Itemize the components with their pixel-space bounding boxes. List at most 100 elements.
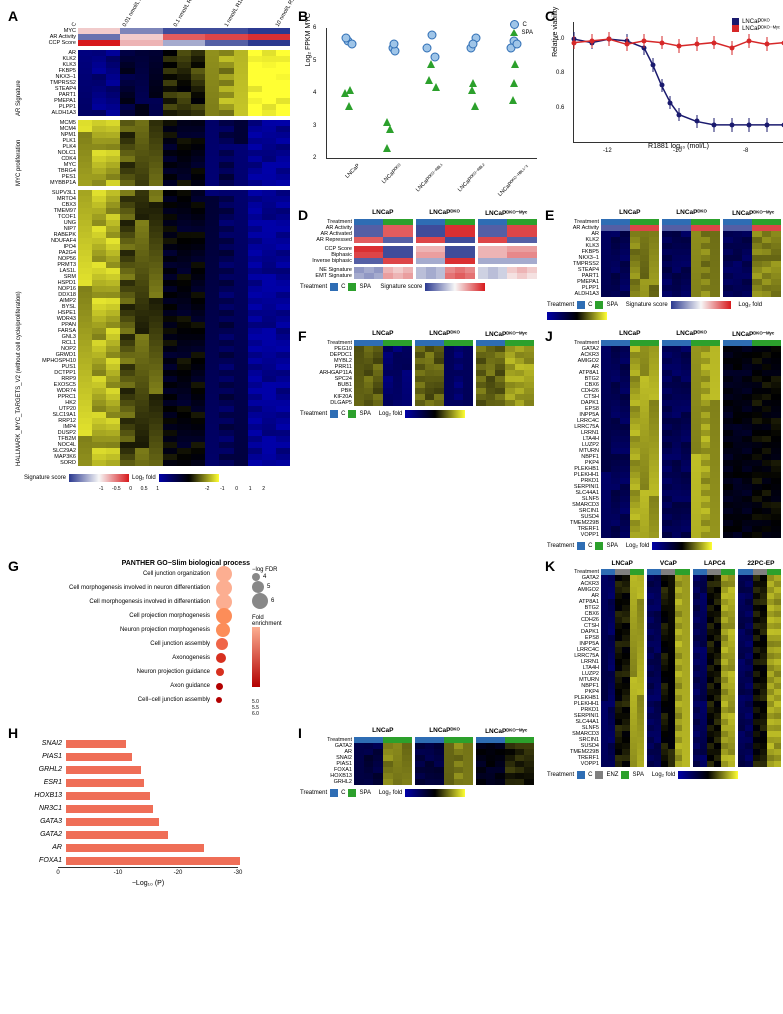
- C-legend: LNCaPᴰᴷᴼLNCaPᴰᴷᴼ⁻ᴹʸᶜ: [732, 18, 780, 32]
- panel-C: C Relative viability -12-10-80.60.81.0 R…: [547, 10, 783, 199]
- panel-G: G PANTHER GO−Slim biological process Cel…: [10, 560, 537, 717]
- swatch-c2: [577, 301, 585, 309]
- swatch-spa: [348, 283, 356, 291]
- G-title: PANTHER GO−Slim biological process: [20, 560, 250, 567]
- K-swc: [577, 771, 585, 779]
- E-spa: SPA: [606, 302, 618, 308]
- J-spa: SPA: [606, 543, 618, 549]
- panel-A-content: C0.01 nmol/L R18810.1 nmol/L R18811 nmol…: [24, 22, 290, 492]
- F-swc: [330, 410, 338, 418]
- swatch-spa2: [595, 301, 603, 309]
- I-cols: LNCaPLNCaPᴰᴷᴼLNCaPᴰᴷᴼ⁻ᴹʸᶜ: [352, 727, 537, 735]
- figure-grid: A C0.01 nmol/L R18810.1 nmol/L R18811 nm…: [10, 10, 773, 887]
- E-siglbl: Signature score: [626, 302, 668, 308]
- E-cols: LNCaPLNCaPᴰᴷᴼLNCaPᴰᴷᴼ⁻ᴹʸᶜ: [599, 209, 783, 217]
- panel-E: E LNCaPLNCaPᴰᴷᴼLNCaPᴰᴷᴼ⁻ᴹʸᶜ TreatmentAR …: [547, 209, 783, 320]
- K-legend: Treatment C ENZ SPA Log₂ fold: [547, 771, 783, 779]
- C-doseresponse: Relative viability -12-10-80.60.81.0: [573, 22, 783, 143]
- F-treat: Treatment: [300, 411, 327, 417]
- K-lf: Log₂ fold: [652, 772, 676, 778]
- panel-A: A C0.01 nmol/L R18810.1 nmol/L R18811 nm…: [10, 10, 290, 550]
- F-swspa: [348, 410, 356, 418]
- H-axis: 0-10-20-30: [58, 867, 238, 880]
- A-heatmap: MYCAR ActivityCCP ScoreAR SignatureARKLK…: [24, 28, 290, 470]
- label-A: A: [8, 8, 18, 24]
- A-legend: Signature score Log₂ fold: [24, 474, 290, 482]
- label-I: I: [298, 725, 302, 741]
- C-ylabel: Relative viability: [552, 7, 559, 57]
- B-scatter: Log₂ FPKM MYC 23456: [326, 28, 537, 159]
- B-ylabel: Log₂ FPKM MYC: [305, 13, 312, 66]
- I-lf-grad: [405, 789, 465, 797]
- H-xlabel: −Log₁₀ (P): [58, 880, 238, 887]
- E-legend: Treatment C SPA Signature score Log₂ fol…: [547, 301, 783, 320]
- I-heatmap: TreatmentGATA2ARSNAI2PIAS1FOXA1HOXB13GRH…: [300, 737, 537, 785]
- label-F: F: [298, 328, 307, 344]
- G-dotplot: Cell junction organizationCell morphogen…: [20, 567, 232, 717]
- I-lf: Log₂ fold: [379, 790, 403, 796]
- B-legend: CSPA: [510, 20, 533, 36]
- I-spa: SPA: [359, 790, 371, 796]
- J-lf: Log₂ fold: [626, 543, 650, 549]
- G-legends: −log FDR 456 Fold enrichment 5.05.56.0: [252, 567, 320, 717]
- panel-K: K LNCaPVCaPLAPC422PC-EP TreatmentGATA2AC…: [547, 560, 783, 887]
- G-color-grad: [252, 627, 260, 687]
- F-lf: Log₂ fold: [379, 411, 403, 417]
- G-color-ticks: 5.05.56.0: [252, 699, 320, 717]
- G-size-legend: 456: [252, 573, 320, 609]
- F-legend: Treatment C SPA Log₂ fold: [300, 410, 537, 418]
- I-legend: Treatment C SPA Log₂ fold: [300, 789, 537, 797]
- J-cols: LNCaPLNCaPᴰᴷᴼLNCaPᴰᴷᴼ⁻ᴹʸᶜ: [599, 330, 783, 338]
- D-legend: Treatment C SPA Signature score: [300, 283, 537, 291]
- E-c: C: [588, 302, 592, 308]
- E-sig-grad: [671, 301, 731, 309]
- F-lf-grad: [405, 410, 465, 418]
- treat-lbl: Treatment: [300, 284, 327, 290]
- K-swspa: [621, 771, 629, 779]
- F-c: C: [341, 411, 345, 417]
- A-legend-ticks: -1-0.500.51 -2-1012: [24, 486, 290, 492]
- J-swspa: [595, 542, 603, 550]
- J-lf-grad: [652, 542, 712, 550]
- K-c: C: [588, 772, 592, 778]
- label-H: H: [8, 725, 18, 741]
- I-c: C: [341, 790, 345, 796]
- D-sig-lbl: Signature score: [380, 284, 422, 290]
- K-cols: LNCaPVCaPLAPC422PC-EP: [599, 560, 783, 567]
- J-swc: [577, 542, 585, 550]
- E-heatmap: TreatmentAR ActivityARKLK2KLK3FKBP5NKX3–…: [547, 219, 783, 297]
- K-enz: ENZ: [606, 772, 618, 778]
- panel-B: B Log₂ FPKM MYC 23456 LNCaPLNCaPᴰᴷᴼLNCaP…: [300, 10, 537, 199]
- E-treat: Treatment: [547, 302, 574, 308]
- I-swspa: [348, 789, 356, 797]
- K-lf-grad: [678, 771, 738, 779]
- K-heatmap: TreatmentGATA2ACKR3AMIGO2ARATP8A1BTG2CBX…: [547, 569, 783, 767]
- lf-gradient: [159, 474, 219, 482]
- D-heatmap: TreatmentAR ActivityAR ActivatedAR Repre…: [300, 219, 537, 279]
- K-spa: SPA: [632, 772, 644, 778]
- F-spa: SPA: [359, 411, 371, 417]
- I-swc: [330, 789, 338, 797]
- panel-I: I LNCaPLNCaPᴰᴷᴼLNCaPᴰᴷᴼ⁻ᴹʸᶜ TreatmentGAT…: [300, 727, 537, 887]
- panel-F: F LNCaPLNCaPᴰᴷᴼLNCaPᴰᴷᴼ⁻ᴹʸᶜ TreatmentPEG…: [300, 330, 537, 418]
- D-sig-grad: [425, 283, 485, 291]
- D-cols: LNCaPLNCaPᴰᴷᴼLNCaPᴰᴷᴼ⁻ᴹʸᶜ: [352, 209, 537, 217]
- label-E: E: [545, 207, 554, 223]
- sig-ticks: -1-0.500.51: [99, 486, 159, 492]
- swatch-c: [330, 283, 338, 291]
- H-bars: SNAI2PIAS1GRHL2ESR1HOXB13NR3C1GATA3GATA2…: [18, 737, 290, 867]
- E-lf-grad: [547, 312, 607, 320]
- J-treat: Treatment: [547, 543, 574, 549]
- label-D: D: [298, 207, 308, 223]
- label-J: J: [545, 328, 553, 344]
- J-legend: Treatment C SPA Log₂ fold: [547, 542, 783, 550]
- label-K: K: [545, 558, 555, 574]
- SPA-txt: SPA: [359, 284, 371, 290]
- F-cols: LNCaPLNCaPᴰᴷᴼLNCaPᴰᴷᴼ⁻ᴹʸᶜ: [352, 330, 537, 338]
- lf-legend-label: Log₂ fold: [132, 475, 156, 481]
- B-xlabels: LNCaPLNCaPᴰᴷᴼLNCaPᴰᴷᴼ⁻ᴿᴮᴸ¹LNCaPᴰᴷᴼ⁻ᴿᴮᴸ²L…: [326, 159, 537, 199]
- G-color-lbl: Fold enrichment: [252, 615, 320, 627]
- sig-legend-label: Signature score: [24, 475, 66, 481]
- F-heatmap: TreatmentPEG10DEPDC1MYBL2PRR11ARHGAP11AS…: [300, 340, 537, 406]
- panel-D: D LNCaPLNCaPᴰᴷᴼLNCaPᴰᴷᴼ⁻ᴹʸᶜ TreatmentAR …: [300, 209, 537, 320]
